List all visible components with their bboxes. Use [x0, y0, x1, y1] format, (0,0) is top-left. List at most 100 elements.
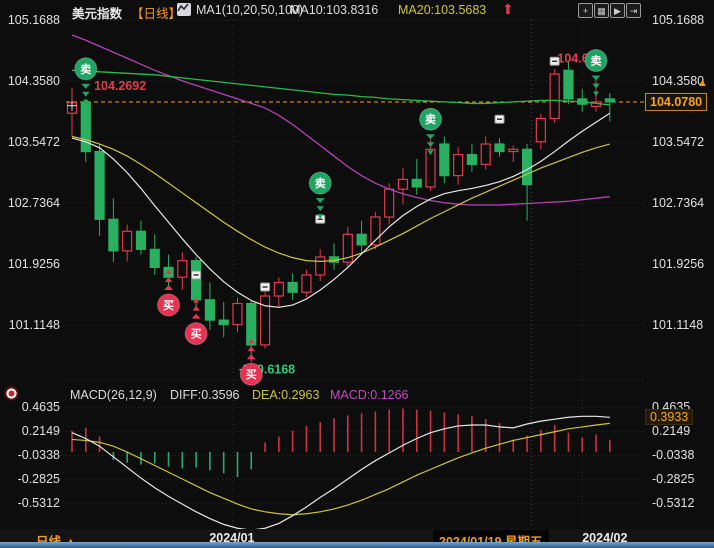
month-tick-label: 2024/02: [582, 531, 628, 545]
price-axis-label: 104.3580: [652, 73, 705, 88]
trend-up-icon: ⬆: [502, 1, 514, 17]
sell-signal-badge: [419, 107, 443, 131]
macd-axis-label: -0.2825: [17, 472, 60, 487]
candle-body: [508, 148, 519, 153]
sell-signal-text: 卖: [591, 54, 602, 68]
candle-body: [80, 102, 91, 153]
buy-signal-text: 买: [163, 299, 174, 312]
macd-value-badge: 0.3933: [645, 409, 694, 425]
candle-body: [397, 178, 409, 190]
candle-body: [94, 150, 105, 220]
buy-triangle-icon: [248, 338, 255, 344]
buy-triangle-icon: [193, 297, 200, 303]
macd-axis-label: 0.2149: [652, 424, 691, 439]
month-tick-label: 2024/01: [209, 531, 255, 545]
sell-triangle-icon: [81, 83, 91, 89]
buy-triangle-icon: [164, 285, 174, 291]
candle-body: [301, 274, 312, 293]
macd-title: MACD(26,12,9): [70, 388, 157, 402]
candle-body: [370, 216, 381, 246]
ma-settings-label: MA1(10,20,50,100): [196, 3, 304, 17]
price-annotation-label: 104.2692: [94, 79, 146, 93]
ma10-value: MA10:103.8316: [290, 3, 379, 17]
macd-axis-label: 0.2149: [21, 424, 60, 439]
candle-body: [480, 143, 491, 165]
ma20-value: MA20:103.5683: [398, 3, 487, 17]
sell-triangle-icon: [82, 91, 90, 97]
price-axis-label: 101.1148: [652, 317, 704, 332]
candle-body: [563, 69, 574, 100]
price-axis-label: 105.1688: [652, 13, 705, 27]
collapse-panel-button[interactable]: ⇥: [626, 3, 641, 18]
chart-type-icon[interactable]: [177, 3, 191, 16]
buy-triangle-icon: [191, 313, 201, 319]
price-axis-label: 101.1148: [8, 317, 60, 332]
candle-body: [453, 153, 464, 177]
left-price-axis: 105.1688 104.3580 103.5472 102.7364 101.9256…: [0, 0, 62, 548]
candle-body: [259, 295, 271, 346]
sell-triangle-icon: [317, 214, 324, 220]
candle-body: [466, 153, 478, 165]
ma50-line: [71, 69, 610, 106]
price-axis-label: 103.5472: [652, 134, 705, 149]
ma20-line: [71, 135, 610, 262]
candle-body: [108, 218, 119, 252]
sell-signal-text: 卖: [315, 176, 326, 190]
ma10-line: [71, 112, 611, 308]
playback-button[interactable]: ▶: [610, 3, 625, 18]
candle-body: [535, 117, 546, 143]
candle-body: [135, 230, 147, 250]
price-annotation-label: 104.6: [557, 51, 588, 65]
sell-signal-badge: [584, 49, 608, 73]
price-axis-label: 102.7364: [652, 195, 705, 210]
horizontal-scrollbar[interactable]: [0, 542, 714, 548]
sell-signal-text: 卖: [80, 62, 91, 76]
indicator-settings-icon[interactable]: [4, 386, 19, 401]
sell-signal-badge: [74, 57, 98, 81]
sell-triangle-icon: [591, 75, 601, 81]
macd-axis-label: -0.5312: [17, 496, 60, 511]
candle-body: [549, 73, 560, 120]
price-axis-label: 104.3580: [7, 73, 60, 88]
candle-body: [204, 299, 215, 321]
sell-triangle-icon: [427, 150, 434, 156]
price-axis-label: 103.5472: [7, 134, 60, 149]
candle-body: [384, 188, 395, 218]
sell-triangle-icon: [315, 198, 325, 204]
price-axis-label: 101.9256: [652, 256, 705, 271]
chart-toolbar: + ▦ ▶ ⇥: [578, 3, 641, 18]
mini-candle-icon: [177, 3, 189, 12]
candle-body: [273, 281, 284, 297]
buy-triangle-icon: [246, 354, 256, 360]
candle-body: [411, 178, 422, 188]
right-price-axis: 105.1688 104.3580 103.5472 102.7364 101.9256…: [650, 0, 714, 548]
price-axis-label: 101.9256: [7, 256, 60, 271]
sell-signal-badge: [308, 171, 332, 195]
candle-body: [521, 148, 533, 186]
diff-line: [71, 415, 610, 531]
candle-body: [494, 143, 505, 153]
candle-body: [425, 148, 436, 188]
buy-signal-text: 买: [191, 328, 202, 341]
buy-triangle-icon: [165, 269, 172, 275]
candle-body: [122, 230, 133, 252]
candle-body: [439, 143, 450, 177]
sell-triangle-icon: [82, 99, 89, 105]
buy-triangle-icon: [192, 305, 200, 311]
buy-signal-text: 买: [246, 368, 257, 381]
price-up-arrow-icon: ▲: [697, 77, 708, 89]
candle-body: [232, 302, 243, 326]
sell-triangle-icon: [593, 91, 599, 97]
candle-body: [191, 260, 202, 301]
dea-line: [71, 422, 610, 516]
macd-diff-value: DIFF:0.3596: [170, 388, 240, 402]
indicator-pane-button[interactable]: ▦: [594, 3, 609, 18]
last-price-badge: 104.0780: [645, 93, 708, 111]
sell-signal-text: 卖: [425, 112, 436, 126]
buy-signal-badge: [157, 293, 181, 317]
buy-signal-badge: [184, 322, 208, 346]
price-axis-label: 105.1688: [7, 13, 60, 27]
crosshair-tool-button[interactable]: +: [578, 3, 593, 18]
